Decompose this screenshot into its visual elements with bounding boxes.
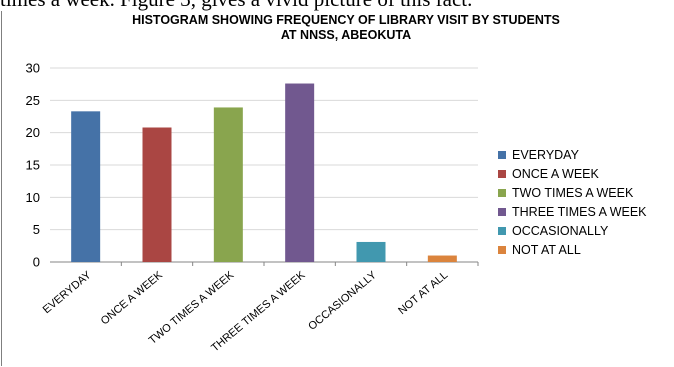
x-tick-label: NOT AT ALL [396, 269, 450, 317]
y-tick-label: 0 [33, 255, 40, 270]
legend-label: OCCASIONALLY [512, 223, 609, 238]
bar [427, 255, 457, 262]
bar [71, 111, 101, 263]
legend-swatch [498, 188, 506, 197]
y-tick-label: 25 [26, 93, 40, 108]
x-tick-label: OCCASIONALLY [306, 269, 379, 333]
legend-item-occasionally: OCCASIONALLY [498, 221, 647, 240]
legend-swatch [498, 169, 506, 178]
legend-item-not-at-all: NOT AT ALL [498, 240, 647, 259]
legend-swatch [498, 150, 506, 159]
legend-swatch [498, 207, 506, 216]
y-tick-label: 20 [26, 125, 40, 140]
bar [142, 127, 172, 262]
y-tick-label: 5 [33, 222, 40, 237]
bar [213, 107, 243, 263]
y-tick-label: 10 [26, 190, 40, 205]
x-tick-label: ONCE A WEEK [99, 269, 166, 328]
legend-label: THREE TIMES A WEEK [512, 204, 647, 219]
bar [356, 241, 386, 262]
legend-item-everyday: EVERYDAY [498, 145, 647, 164]
y-tick-label: 15 [26, 158, 40, 173]
legend-swatch [498, 245, 506, 254]
chart-legend: EVERYDAY ONCE A WEEK TWO TIMES A WEEK TH… [498, 145, 647, 259]
chart-frame [1, 11, 668, 366]
legend-label: NOT AT ALL [512, 242, 581, 257]
legend-label: EVERYDAY [512, 147, 579, 162]
bar [285, 83, 315, 263]
chart-title-line1: HISTOGRAM SHOWING FREQUENCY OF LIBRARY V… [132, 13, 560, 27]
legend-item-two-times-a-week: TWO TIMES A WEEK [498, 183, 647, 202]
legend-swatch [498, 226, 506, 235]
legend-label: TWO TIMES A WEEK [512, 185, 634, 200]
chart-title-line2: AT NNSS, ABEOKUTA [280, 28, 412, 42]
legend-item-three-times-a-week: THREE TIMES A WEEK [498, 202, 647, 221]
x-tick-label: EVERYDAY [41, 269, 94, 316]
legend-item-once-a-week: ONCE A WEEK [498, 164, 647, 183]
legend-label: ONCE A WEEK [512, 166, 599, 181]
page-text-above-chart: times a week. Figure 3, gives a vivid pi… [0, 0, 674, 11]
y-tick-label: 30 [26, 61, 40, 76]
